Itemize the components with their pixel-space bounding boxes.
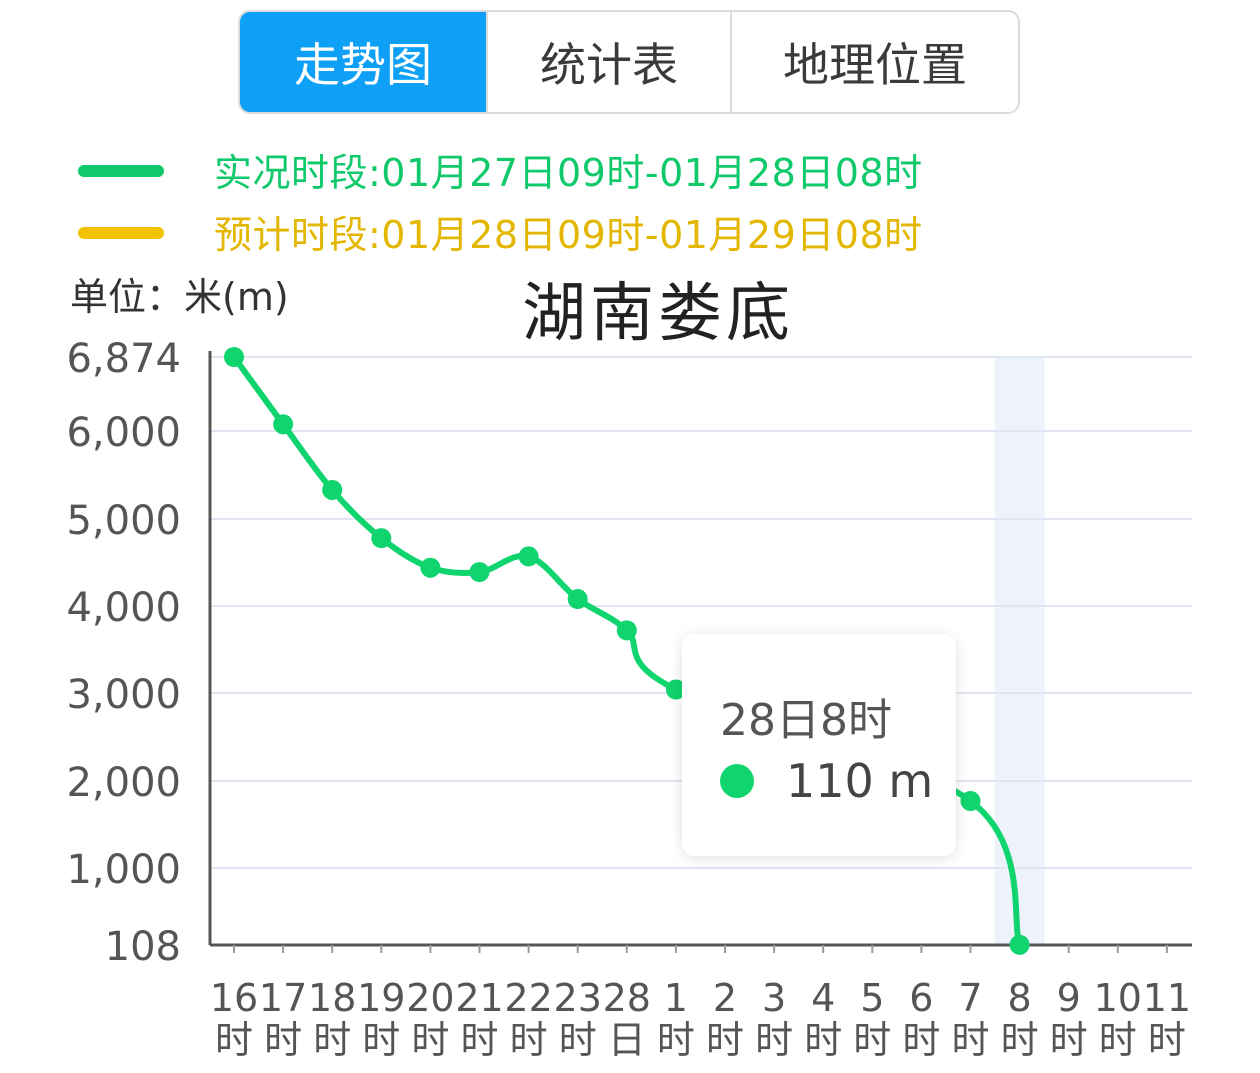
x-tick-label-17: 9: [1057, 976, 1081, 1020]
x-tick-label-1: 17: [259, 976, 307, 1020]
data-point-3: [371, 528, 392, 549]
y-tick-label-0: 6,874: [66, 336, 181, 382]
x-tick-unit-9: 时: [657, 1018, 695, 1062]
x-tick-label-7: 23: [554, 976, 602, 1020]
highlight-band: [994, 357, 1045, 945]
x-tick-unit-12: 时: [804, 1018, 842, 1062]
x-tick-unit-6: 时: [510, 1018, 548, 1062]
data-point-1: [273, 414, 294, 435]
view-tabs: 走势图 统计表 地理位置: [238, 10, 1020, 114]
tooltip-series-dot: [720, 764, 754, 798]
x-tick-label-3: 19: [357, 976, 405, 1020]
x-tick-unit-3: 时: [362, 1018, 400, 1062]
data-point-2: [322, 479, 343, 500]
y-tick-label-4: 3,000: [66, 672, 181, 718]
x-tick-unit-11: 时: [755, 1018, 793, 1062]
chart-title: 湖南娄底: [522, 277, 794, 351]
x-tick-label-10: 2: [713, 976, 737, 1020]
x-tick-label-18: 10: [1094, 976, 1142, 1020]
x-tick-unit-17: 时: [1050, 1018, 1088, 1062]
x-tick-unit-15: 时: [951, 1018, 989, 1062]
data-point-6: [518, 546, 539, 567]
data-point-9: [665, 679, 686, 700]
data-point-16: [1009, 934, 1030, 955]
x-tick-unit-18: 时: [1099, 1018, 1137, 1062]
legend-observed-swatch: [78, 165, 164, 177]
y-tick-label-3: 4,000: [66, 585, 181, 631]
legend-observed: [78, 146, 164, 196]
x-tick-unit-4: 时: [411, 1018, 449, 1062]
y-tick-label-6: 1,000: [66, 847, 181, 893]
x-tick-label-15: 7: [958, 976, 982, 1020]
tooltip: 28日8时 110 m: [682, 634, 956, 856]
y-tick-label-7: 108: [105, 924, 181, 970]
data-point-0: [224, 347, 244, 367]
x-tick-label-6: 22: [504, 976, 552, 1020]
y-tick-label-1: 6,000: [66, 410, 181, 456]
y-tick-label-2: 5,000: [66, 498, 181, 544]
x-tick-label-11: 3: [762, 976, 786, 1020]
x-tick-unit-10: 时: [706, 1018, 744, 1062]
x-tick-unit-8: 日: [608, 1018, 646, 1062]
x-tick-label-9: 1: [664, 976, 688, 1020]
x-tick-unit-14: 时: [902, 1018, 940, 1062]
data-point-7: [567, 589, 588, 610]
x-tick-label-0: 16: [210, 976, 258, 1020]
x-tick-unit-0: 时: [215, 1018, 253, 1062]
x-tick-unit-1: 时: [264, 1018, 302, 1062]
tab-geo-location[interactable]: 地理位置: [732, 12, 1018, 112]
x-tick-unit-16: 时: [1001, 1018, 1039, 1062]
x-tick-unit-7: 时: [559, 1018, 597, 1062]
x-tick-unit-5: 时: [460, 1018, 498, 1062]
legend-observed-text: 实况时段:01月27日09时-01月28日08时: [214, 151, 923, 195]
tooltip-value: 110 m: [786, 754, 934, 808]
legend-forecast-swatch: [78, 227, 164, 239]
x-tick-label-12: 4: [811, 976, 835, 1020]
x-tick-label-16: 8: [1008, 976, 1032, 1020]
data-point-8: [616, 620, 637, 641]
x-tick-unit-13: 时: [853, 1018, 891, 1062]
x-tick-unit-19: 时: [1148, 1018, 1186, 1062]
x-tick-label-8: 28: [603, 976, 651, 1020]
x-tick-label-13: 5: [860, 976, 884, 1020]
unit-label: 单位：米(m): [70, 275, 289, 319]
tooltip-title: 28日8时: [720, 695, 892, 746]
x-tick-label-19: 11: [1143, 976, 1191, 1020]
x-tick-label-5: 21: [455, 976, 503, 1020]
tab-statistics-table[interactable]: 统计表: [488, 12, 732, 112]
data-point-4: [420, 557, 441, 578]
y-tick-label-5: 2,000: [66, 760, 181, 806]
x-tick-label-14: 6: [909, 976, 933, 1020]
tab-trend-chart[interactable]: 走势图: [240, 12, 488, 112]
data-point-5: [469, 562, 490, 583]
x-tick-unit-2: 时: [313, 1018, 351, 1062]
legend-forecast: [78, 208, 164, 258]
x-tick-label-2: 18: [308, 976, 356, 1020]
legend-forecast-text: 预计时段:01月28日09时-01月29日08时: [214, 213, 923, 257]
data-point-15: [960, 791, 981, 812]
x-tick-label-4: 20: [406, 976, 454, 1020]
